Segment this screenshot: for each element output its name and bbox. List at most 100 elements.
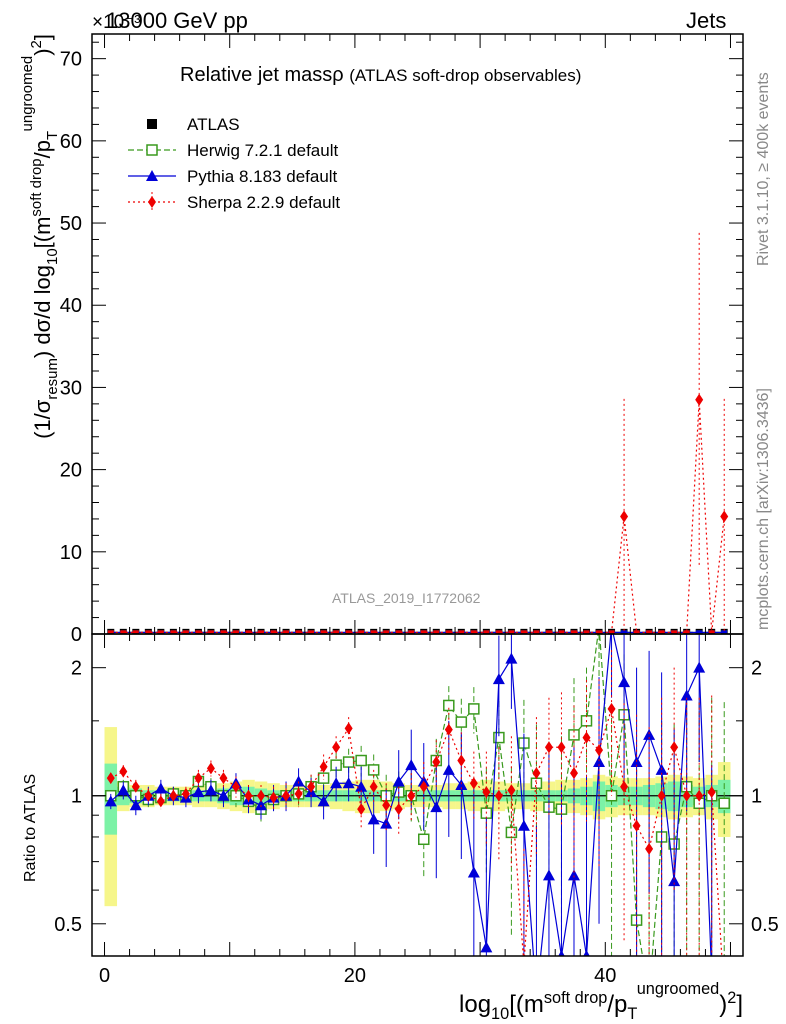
main-point xyxy=(195,630,202,634)
main-point xyxy=(308,630,315,634)
y-axis-title: (1/σresum) dσ/d log10[(msoft drop/pTungr… xyxy=(19,34,61,439)
main-point xyxy=(182,630,189,634)
ratio-point xyxy=(117,784,130,796)
legend-label-pythia: Pythia 8.183 default xyxy=(187,167,338,186)
ratio-point xyxy=(131,780,140,793)
ratio-point xyxy=(532,767,541,780)
main-point xyxy=(683,630,690,634)
mcplots-label: mcplots.cern.ch [arXiv:1306.3436] xyxy=(755,388,772,630)
y-exponent: ×10⁻³ xyxy=(92,12,141,33)
ratio-point xyxy=(355,780,368,792)
ratio-point xyxy=(357,803,366,816)
ratio-point xyxy=(394,803,403,816)
ratio-point xyxy=(344,722,353,735)
main-point xyxy=(545,630,552,634)
ratio-point xyxy=(718,797,730,810)
main-point xyxy=(157,630,164,634)
main-point xyxy=(695,393,704,406)
ratio-point xyxy=(707,786,716,799)
legend-label-herwig: Herwig 7.2.1 default xyxy=(187,141,338,160)
ratio-point xyxy=(204,784,217,796)
ratio-point xyxy=(292,775,305,787)
ratio-point xyxy=(558,950,565,956)
ratio-point xyxy=(455,778,468,790)
main-point xyxy=(470,630,477,634)
ratio-point xyxy=(657,789,666,802)
main-point xyxy=(245,630,252,634)
ratio-point xyxy=(418,833,430,846)
ratio-point xyxy=(442,763,455,775)
analysis-id: ATLAS_2019_I1772062 xyxy=(332,590,481,606)
main-y-tick-label: 30 xyxy=(60,377,82,399)
main-point xyxy=(383,630,390,634)
ratio-ylabel: Ratio to ATLAS xyxy=(22,773,39,882)
ratio-point xyxy=(231,780,240,793)
ratio-point xyxy=(217,789,230,801)
main-point xyxy=(558,630,565,634)
main-point xyxy=(533,630,540,634)
ratio-point xyxy=(544,741,553,754)
ratio-point xyxy=(693,661,706,673)
main-point xyxy=(232,630,239,634)
ratio-point xyxy=(432,756,441,769)
ratio-point xyxy=(144,789,153,802)
ratio-point xyxy=(468,703,480,715)
ratio-point xyxy=(582,731,591,744)
ratio-point xyxy=(154,782,167,794)
ratio-point xyxy=(668,875,681,887)
legend-marker-pythia xyxy=(146,170,158,181)
ratio-point xyxy=(457,754,466,767)
main-point xyxy=(445,630,452,634)
ratio-point xyxy=(680,689,693,701)
ratio-point xyxy=(244,789,253,802)
ratio-y-tick-label-right: 1 xyxy=(751,786,762,808)
legend: ATLAS Herwig 7.2.1 default Pythia 8.183 de… xyxy=(128,115,340,212)
ratio-point xyxy=(369,780,378,793)
main-point xyxy=(696,630,703,634)
ratio-point xyxy=(219,772,228,785)
main-point xyxy=(420,630,427,634)
legend-label-atlas: ATLAS xyxy=(187,115,240,134)
main-series xyxy=(107,232,729,634)
ratio-point xyxy=(194,772,203,785)
ratio-point xyxy=(568,729,580,741)
ratio-point xyxy=(443,699,455,712)
ratio-point xyxy=(181,787,190,800)
legend-marker-herwig xyxy=(146,144,158,156)
ratio-point xyxy=(255,799,268,811)
main-point xyxy=(295,630,302,634)
ratio-point xyxy=(317,795,330,807)
ratio-frame xyxy=(91,633,744,957)
ratio-point xyxy=(643,728,656,740)
ratio-point xyxy=(342,756,355,768)
ratio-y-tick-label-right: 0.5 xyxy=(751,914,779,936)
ratio-point xyxy=(206,762,215,775)
ratio-point xyxy=(467,866,480,878)
main-point xyxy=(720,510,729,523)
ratio-point xyxy=(156,795,165,808)
main-point xyxy=(207,630,214,634)
rivet-label: Rivet 3.1.10, ≥ 400k events xyxy=(755,72,772,266)
main-y-tick-label: 20 xyxy=(60,460,82,482)
ratio-point xyxy=(583,950,590,956)
main-point xyxy=(483,630,490,634)
ratio-point xyxy=(317,772,330,784)
ratio-point xyxy=(367,813,380,825)
ratio-point xyxy=(482,786,491,799)
main-point xyxy=(320,630,327,634)
x-axis-title: log10[(msoft drop/pTungroomed)2] xyxy=(459,980,743,1023)
ratio-point xyxy=(695,789,704,802)
ratio-point xyxy=(618,676,631,688)
axes-frames xyxy=(91,33,744,957)
ratio-point xyxy=(382,799,391,812)
ratio-point xyxy=(294,787,303,800)
main-point xyxy=(433,630,440,634)
x-tick-label: 0 xyxy=(99,965,110,987)
main-point xyxy=(132,630,139,634)
main-point xyxy=(408,630,415,634)
ratio-point xyxy=(444,723,453,736)
main-y-tick-label: 70 xyxy=(60,49,82,71)
main-point xyxy=(170,630,177,634)
ratio-point xyxy=(407,789,416,802)
ratio-point xyxy=(430,801,443,813)
